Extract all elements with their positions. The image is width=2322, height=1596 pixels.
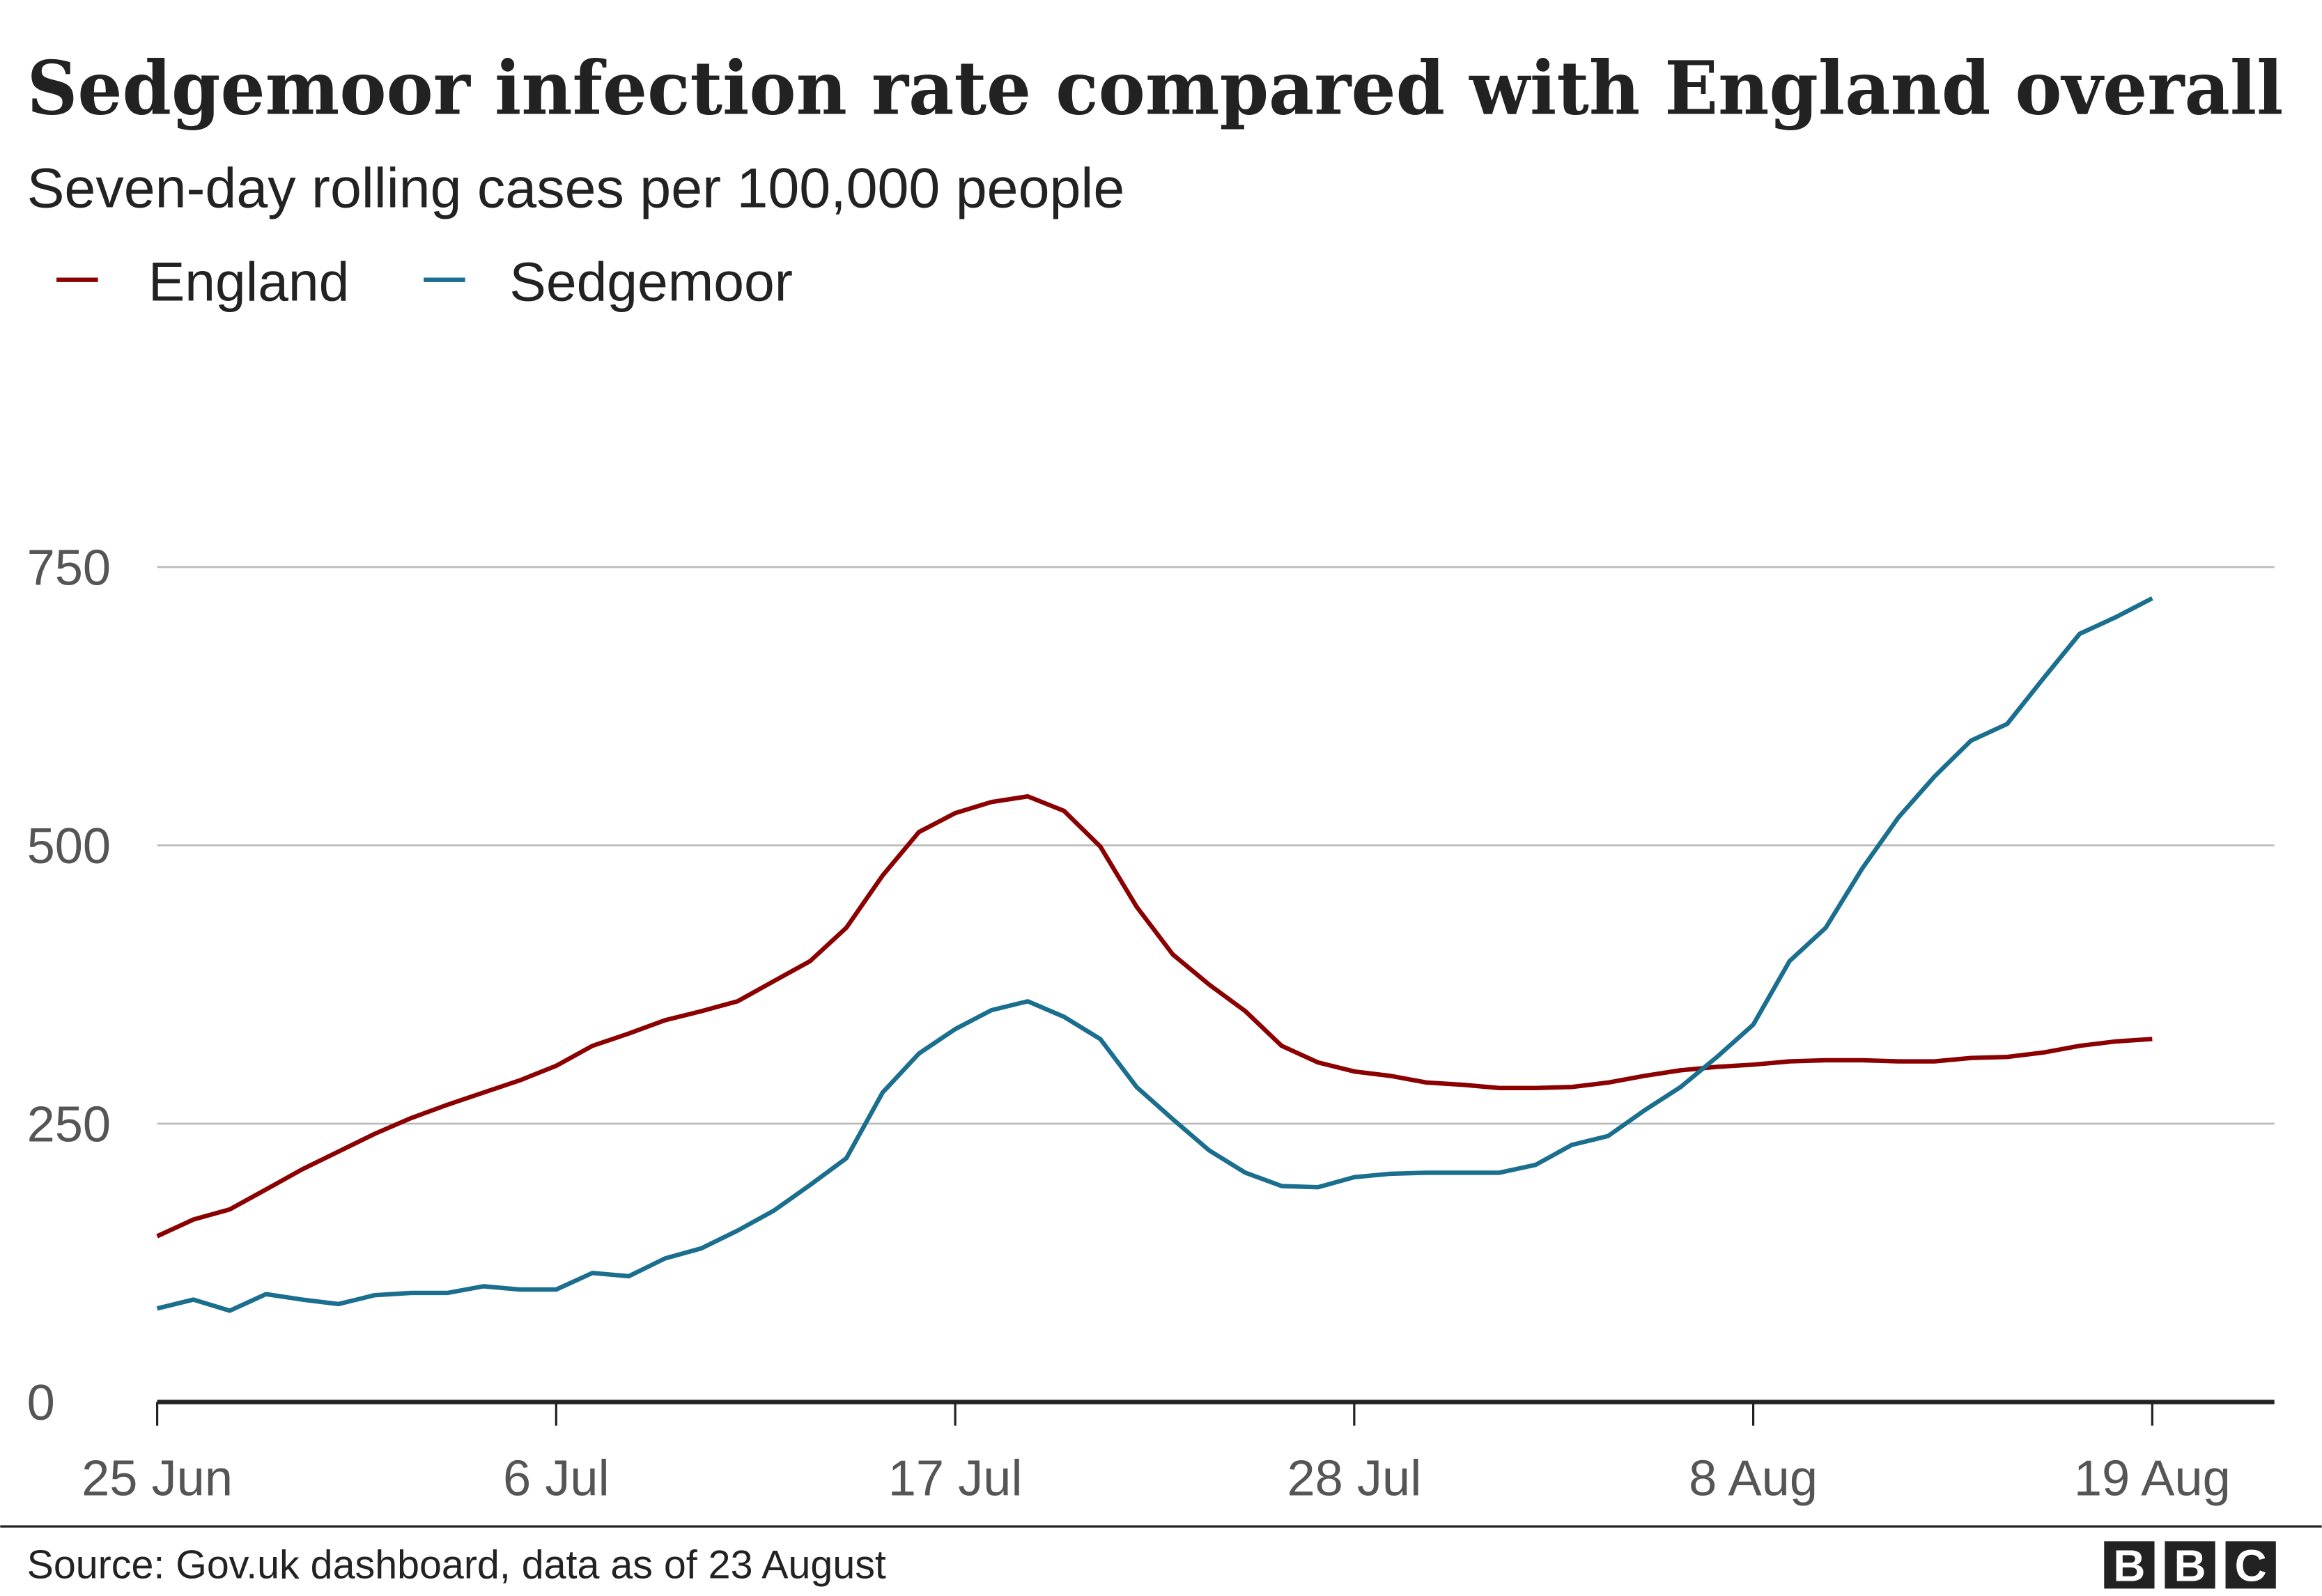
x-tick-label: 17 Jul	[888, 1450, 1023, 1506]
legend: England Sedgemoor	[56, 251, 793, 312]
x-axis: 25 Jun 6 Jul 17 Jul 28 Jul 8 Aug 19 Aug	[82, 1400, 2275, 1506]
y-tick-label: 0	[27, 1375, 55, 1431]
svg-text:B: B	[2174, 1541, 2206, 1591]
chart-title: Sedgemoor infection rate compared with E…	[27, 45, 2284, 132]
x-tick-label: 19 Aug	[2074, 1450, 2231, 1506]
x-tick-label: 6 Jul	[503, 1450, 610, 1506]
series-line-sedgemoor	[156, 596, 2153, 1313]
bbc-logo: B B C	[2104, 1541, 2276, 1591]
series-lines	[156, 596, 2153, 1313]
x-tick-label: 28 Jul	[1287, 1450, 1421, 1506]
gridlines	[157, 566, 2275, 1125]
source-note: Source: Gov.uk dashboard, data as of 23 …	[27, 1542, 886, 1587]
x-tick-label: 8 Aug	[1689, 1450, 1818, 1506]
x-tick-label: 25 Jun	[82, 1450, 233, 1506]
legend-label-sedgemoor: Sedgemoor	[509, 251, 792, 312]
y-tick-label: 500	[27, 819, 111, 874]
y-axis: 0 250 500 750	[27, 540, 111, 1431]
series-line-england	[156, 793, 2153, 1239]
y-tick-label: 750	[27, 540, 111, 596]
svg-text:B: B	[2113, 1541, 2145, 1591]
svg-text:C: C	[2235, 1541, 2267, 1591]
legend-label-england: England	[148, 251, 350, 312]
chart-subtitle: Seven-day rolling cases per 100,000 peop…	[27, 157, 1125, 220]
y-tick-label: 250	[27, 1097, 111, 1153]
